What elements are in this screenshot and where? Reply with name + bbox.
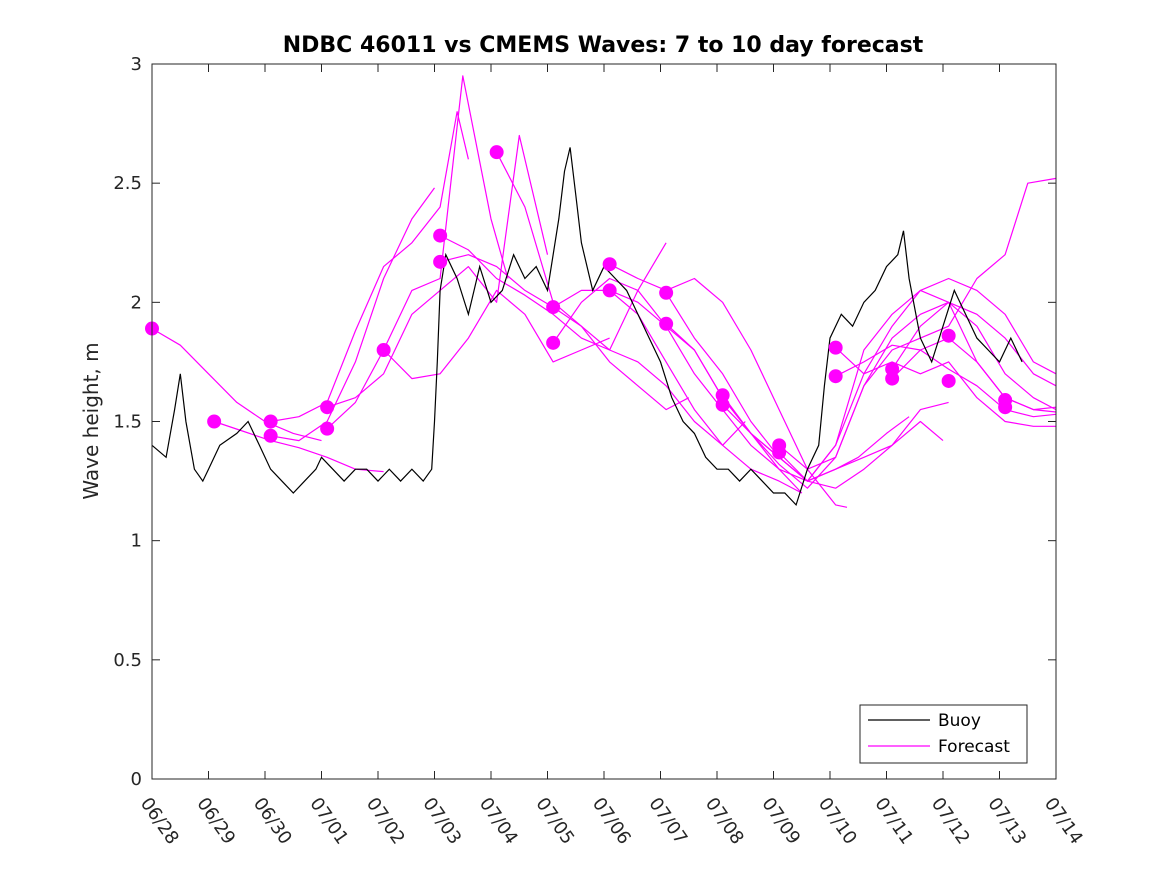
x-tick-label: 07/07 [644, 794, 691, 849]
x-tick-label: 07/10 [814, 794, 861, 849]
forecast-initial-point [828, 369, 843, 384]
forecast-initial-point [263, 414, 278, 429]
y-tick-label: 2.5 [113, 173, 142, 194]
forecast-initial-point [320, 400, 335, 415]
forecast-run-line [609, 263, 848, 508]
buoy-line [151, 147, 1023, 507]
y-tick-label: 0 [131, 769, 142, 790]
forecast-run-line [270, 187, 435, 442]
legend-buoy-label: Buoy [938, 711, 981, 731]
forecast-initial-point [998, 400, 1013, 415]
legend: Buoy Forecast [859, 704, 1028, 764]
forecast-run-line [270, 111, 469, 423]
forecast-initial-point [715, 397, 730, 412]
forecast-initial-point [828, 340, 843, 355]
forecast-run-line [383, 289, 610, 380]
forecast-initial-point [941, 373, 956, 388]
forecast-run-line [439, 235, 667, 351]
x-tick-label: 07/03 [418, 794, 465, 849]
x-tick-label: 06/29 [192, 794, 239, 849]
forecast-run-line [778, 301, 1057, 470]
x-tick-label: 07/11 [870, 794, 917, 849]
plot-area [145, 75, 1057, 508]
forecast-initial-point [602, 257, 617, 272]
forecast-run-line [552, 289, 803, 494]
x-tick-label: 07/02 [362, 794, 409, 849]
forecast-initial-point [546, 335, 561, 350]
y-axis-label: Wave height, m [79, 342, 103, 499]
y-tick-label: 3 [131, 54, 142, 75]
x-tick-label: 07/14 [1040, 794, 1087, 849]
forecast-run-line [439, 254, 690, 411]
forecast-run-line [326, 75, 509, 430]
forecast-initial-point [659, 316, 674, 331]
forecast-initial-point [320, 421, 335, 436]
x-tick-label: 07/12 [927, 794, 974, 849]
x-tick-label: 07/09 [757, 794, 804, 849]
forecast-run-line [891, 301, 1057, 411]
forecast-run-line [552, 277, 803, 494]
forecast-run-line [214, 420, 384, 473]
forecast-initial-point [433, 228, 448, 243]
x-tick-label: 06/28 [136, 794, 183, 849]
forecast-initial-point [772, 445, 787, 460]
forecast-initial-point [433, 254, 448, 269]
forecast-run-line [722, 177, 1057, 489]
forecast-initial-point [941, 328, 956, 343]
forecast-initial-point [659, 285, 674, 300]
x-tick-label: 07/01 [305, 794, 352, 849]
x-tick-label: 07/06 [588, 794, 635, 849]
forecast-initial-point [602, 283, 617, 298]
forecast-initial-point [376, 343, 391, 357]
y-tick-label: 0.5 [113, 650, 142, 671]
forecast-run-line [496, 151, 746, 446]
forecast-initial-point [546, 300, 561, 315]
legend-box [859, 704, 1028, 764]
legend-forecast-label: Forecast [938, 737, 1010, 757]
x-tick-label: 07/13 [983, 794, 1030, 849]
y-tick-label: 2 [131, 292, 142, 313]
x-tick-label: 06/30 [249, 794, 296, 849]
forecast-initial-point [489, 145, 504, 160]
x-tick-label: 07/05 [531, 794, 578, 849]
x-tick-label: 07/04 [475, 794, 522, 849]
forecast-run-line [835, 344, 1057, 418]
forecast-run-line [891, 337, 1057, 413]
forecast-initial-point [263, 428, 278, 443]
chart-title: NDBC 46011 vs CMEMS Waves: 7 to 10 day f… [283, 33, 924, 58]
forecast-run-line [778, 289, 1057, 482]
forecast-run-line [835, 347, 1056, 427]
forecast-initial-point [885, 371, 900, 386]
y-tick-label: 1 [131, 531, 142, 552]
x-tick-label: 07/08 [701, 794, 748, 849]
forecast-run-line [151, 328, 322, 442]
forecast-initial-point [207, 414, 222, 429]
y-tick-label: 1.5 [113, 412, 142, 433]
